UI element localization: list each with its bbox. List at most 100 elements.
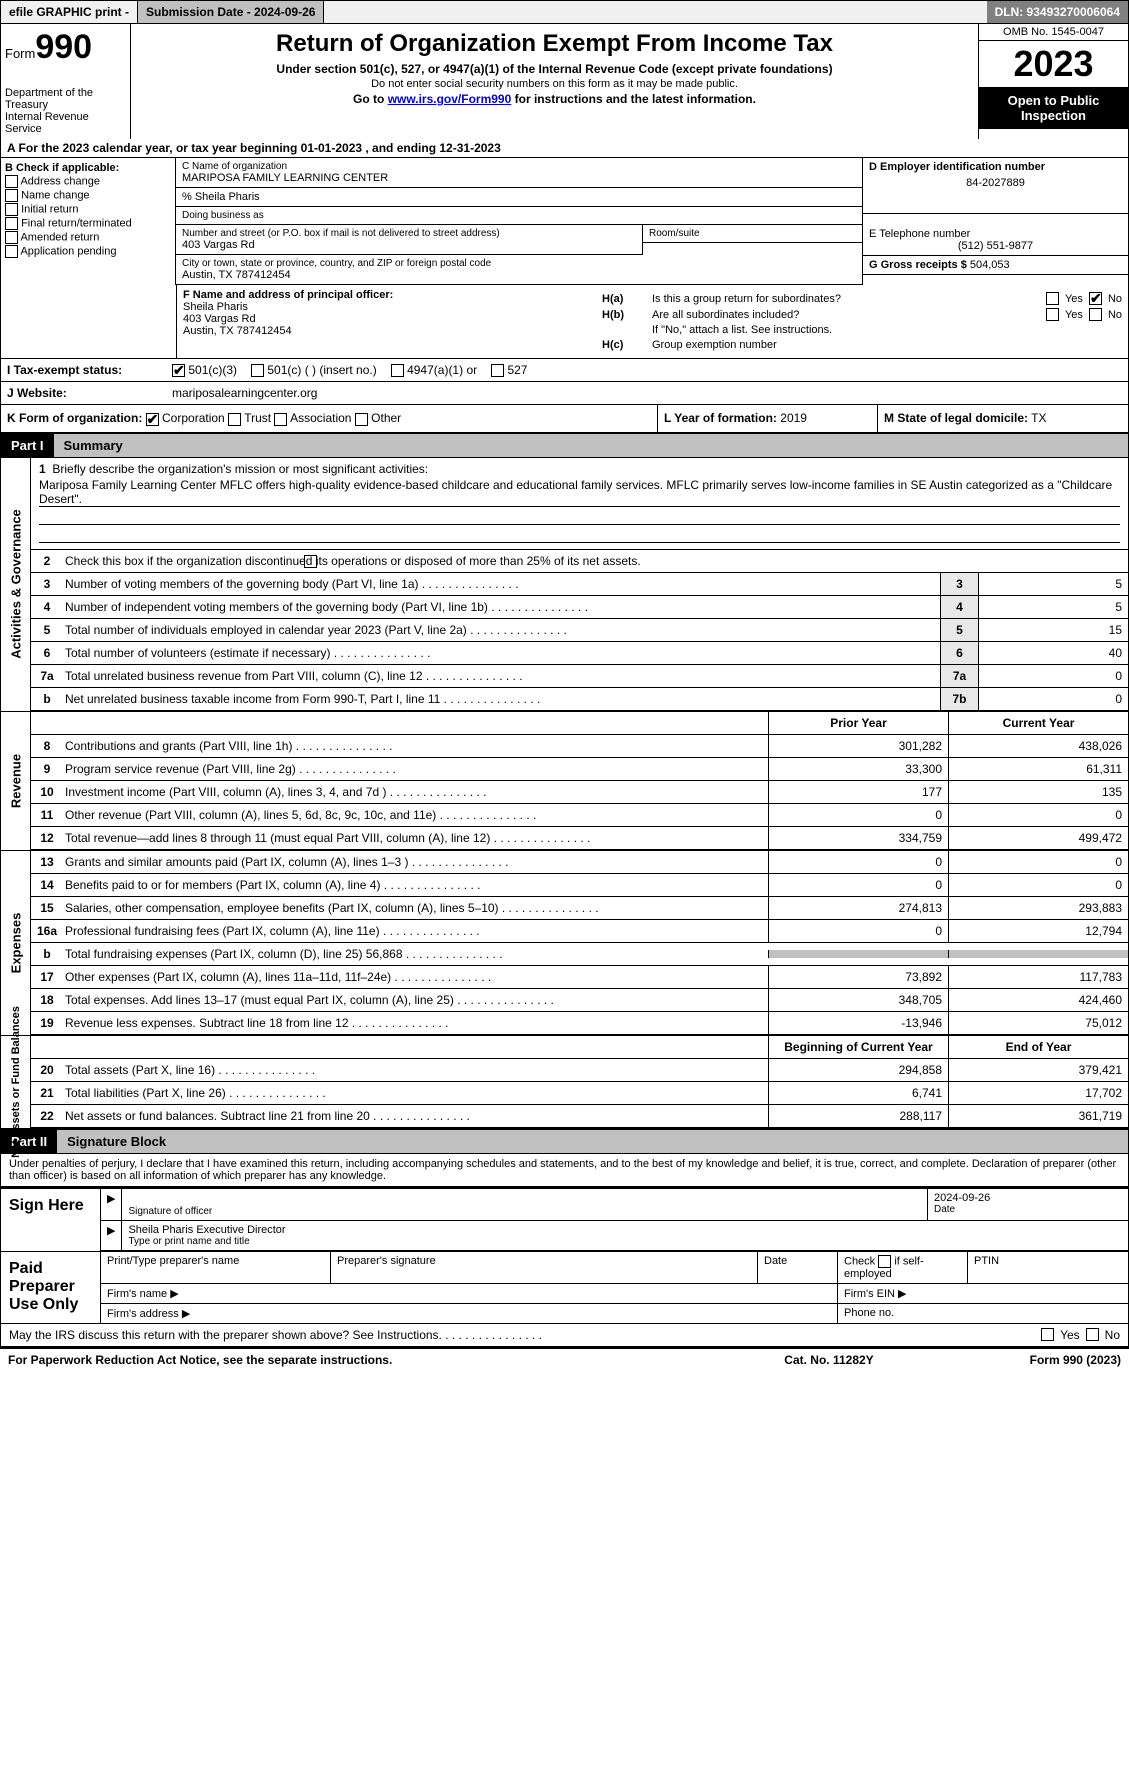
- org-name-cell: C Name of organization MARIPOSA FAMILY L…: [176, 158, 862, 188]
- expenses-section: Expenses 13Grants and similar amounts pa…: [0, 850, 1129, 1035]
- chk-amended-return[interactable]: Amended return: [5, 231, 171, 244]
- dept-treasury: Department of the Treasury: [5, 87, 126, 111]
- chk-assoc[interactable]: [274, 413, 287, 426]
- ha-lbl: H(a): [602, 293, 652, 305]
- vtab-governance: Activities & Governance: [1, 458, 31, 711]
- line-22: 22Net assets or fund balances. Subtract …: [31, 1105, 1128, 1128]
- netassets-section: Net Assets or Fund Balances Beginning of…: [0, 1035, 1129, 1129]
- section-bcd: B Check if applicable: Address change Na…: [0, 158, 1129, 285]
- line-20: 20Total assets (Part X, line 16)294,8583…: [31, 1059, 1128, 1082]
- street-val: 403 Vargas Rd: [182, 239, 636, 251]
- mission-block: 1 Briefly describe the organization's mi…: [31, 458, 1128, 550]
- chk-4947[interactable]: [391, 364, 404, 377]
- line-m: M State of legal domicile: TX: [878, 405, 1128, 431]
- prep-name-lbl: Print/Type preparer's name: [101, 1252, 331, 1283]
- mission-blank1: [39, 509, 1120, 525]
- line-k: K Form of organization: Corporation Trus…: [1, 405, 658, 431]
- firm-addr-lbl: Firm's address ▶: [101, 1304, 838, 1323]
- na-py-hdr: Beginning of Current Year: [768, 1036, 948, 1058]
- sumline-4: 4Number of independent voting members of…: [31, 596, 1128, 619]
- sumline-7b: bNet unrelated business taxable income f…: [31, 688, 1128, 711]
- mission-blank2: [39, 527, 1120, 543]
- chk-trust[interactable]: [228, 413, 241, 426]
- form-label: Form: [5, 46, 35, 61]
- org-name: MARIPOSA FAMILY LEARNING CENTER: [182, 172, 856, 184]
- na-cy-hdr: End of Year: [948, 1036, 1128, 1058]
- line-m-val: TX: [1031, 411, 1046, 425]
- street-lbl: Number and street (or P.O. box if mail i…: [182, 228, 636, 239]
- ein-lbl: D Employer identification number: [869, 161, 1122, 173]
- subtitle-3: Go to www.irs.gov/Form990 for instructio…: [151, 92, 958, 106]
- footer-left: For Paperwork Reduction Act Notice, see …: [0, 1349, 729, 1371]
- irs-label: Internal Revenue Service: [5, 111, 126, 135]
- discuss-yes[interactable]: [1041, 1328, 1054, 1341]
- ha-no-chk[interactable]: [1089, 292, 1102, 305]
- hb-no-chk[interactable]: [1089, 308, 1102, 321]
- arrow-icon-3: ▶: [170, 1288, 178, 1300]
- ptin-lbl: PTIN: [968, 1252, 1128, 1283]
- form-990: 990: [35, 28, 92, 66]
- firm-ein-lbl: Firm's EIN ▶: [838, 1284, 1128, 1303]
- line-19: 19Revenue less expenses. Subtract line 1…: [31, 1012, 1128, 1035]
- chk-501c[interactable]: [251, 364, 264, 377]
- chk-527[interactable]: [491, 364, 504, 377]
- part1-header: Part I Summary: [0, 433, 1129, 458]
- dba-cell: Doing business as: [176, 207, 862, 225]
- line-2: 2 Check this box if the organization dis…: [31, 550, 1128, 573]
- chk-discontinued[interactable]: [304, 555, 317, 568]
- room-lbl: Room/suite: [649, 228, 856, 239]
- line-l-lbl: L Year of formation:: [664, 411, 777, 425]
- subtitle-2: Do not enter social security numbers on …: [151, 78, 958, 90]
- na-header: Beginning of Current Year End of Year: [31, 1036, 1128, 1059]
- chk-name-change[interactable]: Name change: [5, 189, 171, 202]
- ein-val: 84-2027889: [869, 177, 1122, 189]
- tax-year: 2023: [979, 41, 1128, 87]
- prep-date-lbl: Date: [758, 1252, 838, 1283]
- chk-other[interactable]: [355, 413, 368, 426]
- discuss-no[interactable]: [1086, 1328, 1099, 1341]
- subtitle-1: Under section 501(c), 527, or 4947(a)(1)…: [151, 62, 958, 76]
- line-l: L Year of formation: 2019: [658, 405, 878, 431]
- chk-final-return[interactable]: Final return/terminated: [5, 217, 171, 230]
- chk-selfemp[interactable]: [878, 1255, 891, 1268]
- chk-app-pending[interactable]: Application pending: [5, 245, 171, 258]
- gross-val: 504,053: [970, 259, 1010, 271]
- sumline-5: 5Total number of individuals employed in…: [31, 619, 1128, 642]
- omb-number: OMB No. 1545-0047: [979, 24, 1128, 41]
- officer-name: Sheila Pharis: [183, 301, 590, 313]
- line-14: 14Benefits paid to or for members (Part …: [31, 874, 1128, 897]
- paid-preparer-block: Paid Preparer Use Only Print/Type prepar…: [0, 1252, 1129, 1324]
- prep-selfemp: Check if self-employed: [838, 1252, 968, 1283]
- form-header: Form990 Department of the Treasury Inter…: [0, 24, 1129, 139]
- ha-yes-chk[interactable]: [1046, 292, 1059, 305]
- submission-date: Submission Date - 2024-09-26: [138, 1, 324, 23]
- sign-here-lbl: Sign Here: [1, 1189, 101, 1251]
- dln-label: DLN: 93493270006064: [987, 1, 1128, 23]
- goto-post: for instructions and the latest informat…: [511, 92, 756, 106]
- prep-sig-lbl: Preparer's signature: [331, 1252, 758, 1283]
- page-footer: For Paperwork Reduction Act Notice, see …: [0, 1347, 1129, 1371]
- sig-name: Sheila Pharis Executive Director Type or…: [122, 1221, 1128, 1250]
- hb-yes-chk[interactable]: [1046, 308, 1059, 321]
- irs-link[interactable]: www.irs.gov/Form990: [388, 92, 512, 106]
- current-year-hdr: Current Year: [948, 712, 1128, 734]
- phone-cell: E Telephone number (512) 551-9877: [863, 225, 1128, 255]
- chk-initial-return[interactable]: Initial return: [5, 203, 171, 216]
- street-cell: Number and street (or P.O. box if mail i…: [176, 225, 642, 255]
- open-public: Open to Public Inspection: [979, 87, 1128, 129]
- care-of-cell: % Sheila Pharis: [176, 188, 862, 207]
- box-d-e-g: D Employer identification number 84-2027…: [863, 158, 1128, 225]
- sumline-6: 6Total number of volunteers (estimate if…: [31, 642, 1128, 665]
- discuss-text: May the IRS discuss this return with the…: [9, 1328, 1041, 1342]
- efile-label: efile GRAPHIC print -: [1, 1, 138, 23]
- chk-address-change[interactable]: Address change: [5, 175, 171, 188]
- box-f-lbl: F Name and address of principal officer:: [183, 289, 590, 301]
- arrow-icon: ▶: [101, 1189, 122, 1220]
- prior-year-hdr: Prior Year: [768, 712, 948, 734]
- chk-501c3[interactable]: [172, 364, 185, 377]
- part1-title: Summary: [54, 434, 1128, 457]
- header-middle: Return of Organization Exempt From Incom…: [131, 24, 978, 139]
- city-cell: City or town, state or province, country…: [176, 255, 862, 285]
- signature-declaration: Under penalties of perjury, I declare th…: [0, 1154, 1129, 1187]
- chk-corp[interactable]: [146, 413, 159, 426]
